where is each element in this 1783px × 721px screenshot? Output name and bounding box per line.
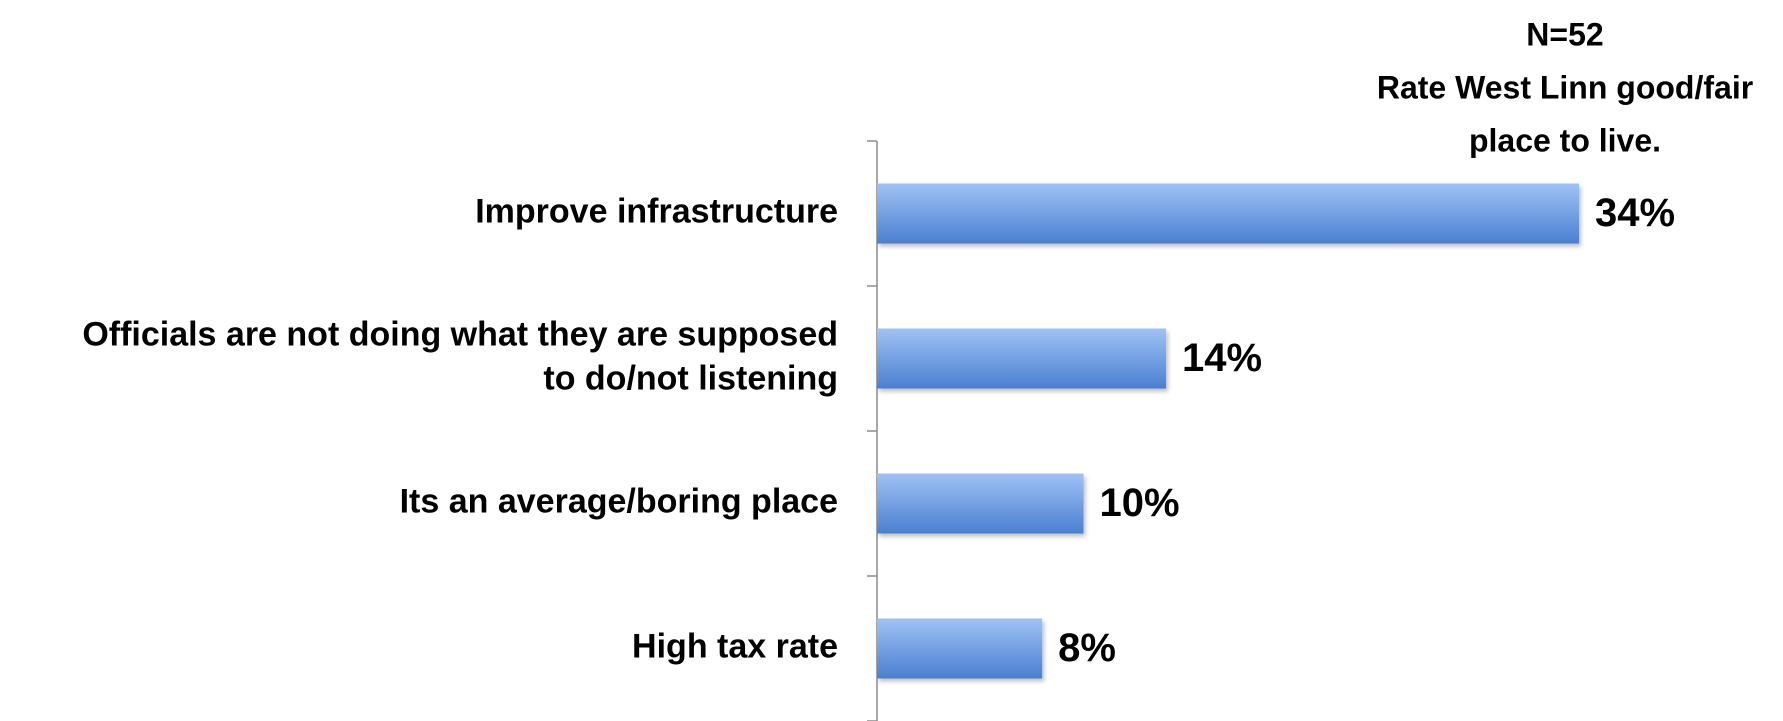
chart-header: N=52 Rate West Linn good/fair place to liv… bbox=[1377, 16, 1753, 158]
value-label-3: 10% bbox=[1099, 481, 1179, 525]
header-line-2: Rate West Linn good/fair bbox=[1377, 69, 1753, 105]
category-axis bbox=[867, 140, 878, 721]
header-line-1: N=52 bbox=[1526, 16, 1603, 52]
category-label-1: Improve infrastructure bbox=[475, 192, 838, 230]
category-label-line: High tax rate bbox=[632, 627, 838, 665]
value-labels: 34% 14% 10% 8% bbox=[1058, 191, 1675, 670]
category-label-line: to do/not listening bbox=[543, 359, 838, 397]
category-label-line: Officials are not doing what they are su… bbox=[82, 315, 838, 353]
value-label-4: 8% bbox=[1058, 626, 1116, 670]
value-label-1: 34% bbox=[1595, 191, 1675, 235]
category-label-line: Its an average/boring place bbox=[400, 482, 838, 520]
bar-series bbox=[877, 183, 1579, 679]
category-label-3: Its an average/boring place bbox=[400, 482, 838, 520]
bar-2 bbox=[877, 328, 1167, 389]
bar-1 bbox=[877, 183, 1579, 244]
value-label-2: 14% bbox=[1182, 336, 1262, 380]
category-label-2: Officials are not doing what they are su… bbox=[82, 315, 838, 397]
bar-4 bbox=[877, 618, 1043, 679]
category-label-line: Improve infrastructure bbox=[475, 192, 838, 230]
header-line-3: place to live. bbox=[1469, 122, 1661, 158]
bar-3 bbox=[877, 473, 1084, 534]
category-labels: Improve infrastructure Officials are not … bbox=[82, 192, 838, 665]
category-label-4: High tax rate bbox=[632, 627, 838, 665]
